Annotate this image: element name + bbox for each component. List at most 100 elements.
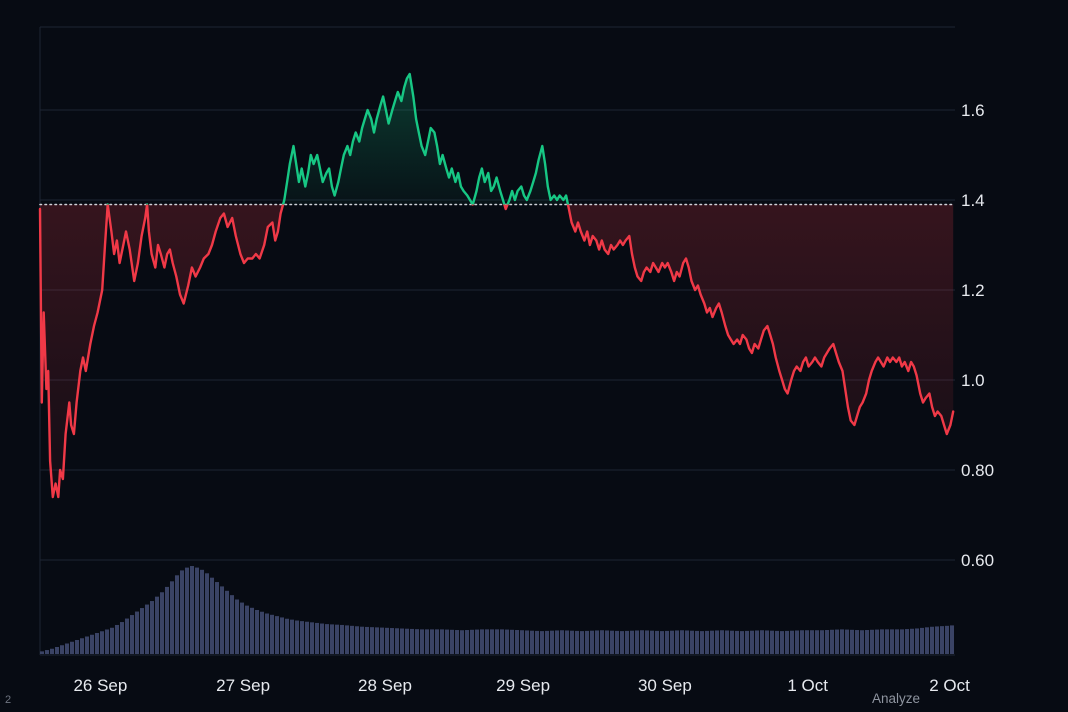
analyze-button[interactable]: Analyze [872,691,921,706]
volume-bar [885,629,889,654]
volume-bar [70,641,74,654]
volume-bar [605,630,609,654]
volume-bar [815,630,819,654]
x-axis-label: 27 Sep [216,676,270,695]
volume-bar [120,622,124,654]
x-axis-label: 29 Sep [496,676,550,695]
y-axis-label: 1.4 [961,191,985,210]
volume-bar [250,607,254,654]
volume-bar [495,629,499,654]
volume-bar [505,629,509,654]
volume-bar [260,611,264,654]
volume-bar [925,627,929,654]
volume-bar [50,648,54,654]
volume-bar [235,599,239,654]
y-axis-label: 1.0 [961,371,985,390]
x-axis-label: 26 Sep [73,676,127,695]
volume-bar [295,620,299,654]
volume-bar [430,629,434,654]
volume-bar [790,630,794,654]
volume-bar [365,626,369,654]
volume-bar [745,630,749,654]
volume-bar [140,608,144,654]
volume-bar [80,638,84,654]
volume-bar [470,629,474,654]
volume-bar [230,595,234,654]
volume-bar [900,629,904,654]
volume-bar [435,629,439,654]
volume-bar [805,630,809,654]
volume-bar [540,631,544,654]
volume-bar [845,629,849,654]
volume-bar [460,630,464,654]
volume-bar [465,630,469,654]
volume-bar [60,645,64,654]
volume-bar [835,629,839,654]
volume-bar [750,630,754,654]
volume-bar [390,628,394,654]
volume-bar [325,624,329,654]
volume-bar [565,630,569,654]
y-axis-label: 1.6 [961,101,985,120]
volume-bar [650,630,654,654]
volume-bar [910,628,914,654]
volume-bar [720,630,724,654]
volume-bar [590,630,594,654]
volume-bar [115,624,119,654]
volume-bar [155,596,159,654]
volume-bar [445,629,449,654]
volume-bar [940,626,944,654]
volume-bar [905,629,909,654]
volume-bar [865,630,869,654]
volume-bar [130,615,134,654]
volume-bar [100,631,104,654]
volume-bar [840,629,844,654]
volume-bar [525,630,529,654]
volume-bar [920,627,924,654]
volume-bar [930,626,934,654]
volume-bar [775,630,779,654]
corner-mark: 2 [5,694,12,706]
volume-bar [360,626,364,654]
volume-bar [425,629,429,654]
y-axis-label: 0.80 [961,461,994,480]
volume-bar [740,631,744,654]
volume-bar [320,623,324,654]
volume-bar [660,631,664,654]
volume-bar [220,586,224,654]
volume-bar [935,626,939,654]
price-line-down [38,204,955,499]
volume-bar [950,625,954,654]
volume-bar [340,624,344,654]
volume-bar [710,630,714,654]
volume-bar [860,630,864,654]
volume-bar [160,592,164,654]
volume-bar [150,601,154,654]
volume-bar [175,575,179,654]
volume-bar [345,625,349,654]
volume-bar [810,630,814,654]
volume-bar [245,605,249,654]
volume-bar [765,630,769,654]
volume-bar [670,630,674,654]
volume-bar [625,630,629,654]
volume-bar [830,629,834,654]
volume-bar [620,631,624,654]
volume-bar [265,613,269,654]
volume-bar [450,629,454,654]
volume-bar [675,630,679,654]
volume-bar [385,627,389,654]
volume-bar [665,630,669,654]
volume-bar [890,629,894,654]
volume-bar [310,622,314,654]
volume-bar [945,625,949,654]
volume-bar [110,627,114,654]
x-axis-label: 1 Oct [787,676,828,695]
volume-bar [45,650,49,654]
x-axis-label: 30 Sep [638,676,692,695]
volume-bar [380,627,384,654]
volume-bar [595,630,599,654]
y-axis-label: 0.60 [961,551,994,570]
